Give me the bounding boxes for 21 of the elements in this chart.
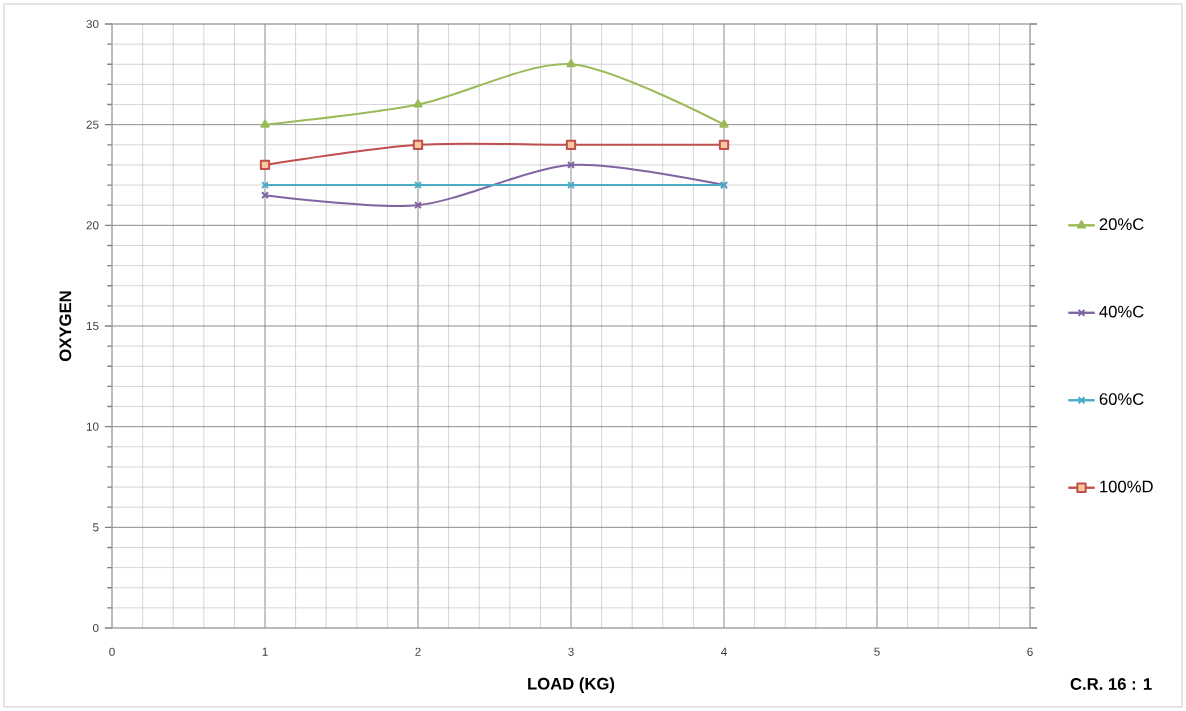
y-tick-label: 30 <box>86 19 99 29</box>
y-tick-label: 15 <box>86 321 99 331</box>
x-tick-label: 4 <box>721 647 727 656</box>
x-tick-label: 2 <box>415 647 421 656</box>
legend-label: 60%C <box>1099 393 1144 405</box>
x-tick-label: 3 <box>568 647 574 656</box>
x-tick-label: 6 <box>1027 647 1033 656</box>
x-tick-label: 1 <box>262 647 268 656</box>
x-axis-title: LOAD (KG) <box>528 677 615 693</box>
y-axis-title: OXYGEN <box>59 291 72 361</box>
x-tick-label: 5 <box>874 647 880 656</box>
y-tick-label: 0 <box>92 623 99 633</box>
legend-label: 40%C <box>1099 305 1144 318</box>
y-tick-label: 5 <box>92 523 99 532</box>
legend-label: 100%D <box>1100 480 1153 493</box>
y-tick-label: 25 <box>86 120 99 129</box>
x-tick-label: 0 <box>109 647 115 656</box>
y-tick-label: 10 <box>86 422 99 431</box>
y-tick-label: 20 <box>86 221 99 230</box>
legend-label: 20%C <box>1099 218 1144 231</box>
text: C.R. 16 : 1 <box>1070 678 1152 690</box>
